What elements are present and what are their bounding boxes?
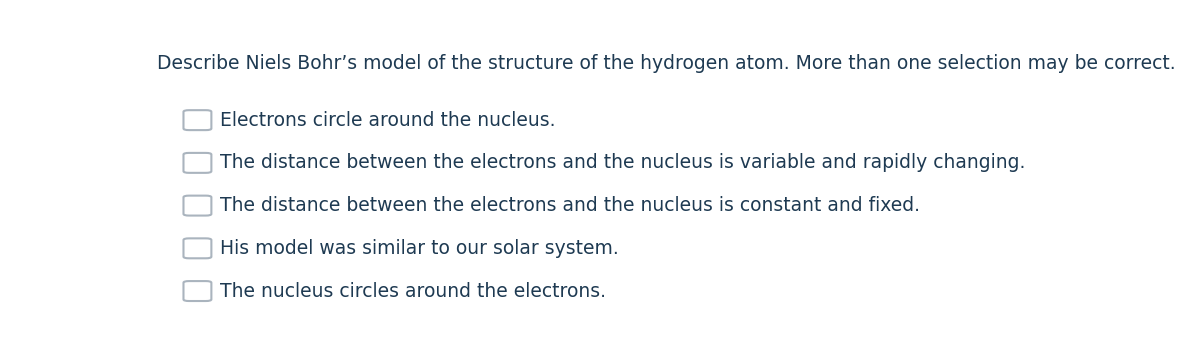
- Text: The distance between the electrons and the nucleus is variable and rapidly chang: The distance between the electrons and t…: [220, 153, 1025, 172]
- Text: The nucleus circles around the electrons.: The nucleus circles around the electrons…: [220, 281, 606, 301]
- FancyBboxPatch shape: [184, 238, 211, 258]
- FancyBboxPatch shape: [184, 195, 211, 216]
- Text: Describe Niels Bohr’s model of the structure of the hydrogen atom. More than one: Describe Niels Bohr’s model of the struc…: [157, 54, 1176, 73]
- FancyBboxPatch shape: [184, 281, 211, 301]
- FancyBboxPatch shape: [184, 153, 211, 173]
- Text: The distance between the electrons and the nucleus is constant and fixed.: The distance between the electrons and t…: [220, 196, 919, 215]
- FancyBboxPatch shape: [184, 110, 211, 130]
- Text: His model was similar to our solar system.: His model was similar to our solar syste…: [220, 239, 618, 258]
- Text: Electrons circle around the nucleus.: Electrons circle around the nucleus.: [220, 111, 556, 130]
